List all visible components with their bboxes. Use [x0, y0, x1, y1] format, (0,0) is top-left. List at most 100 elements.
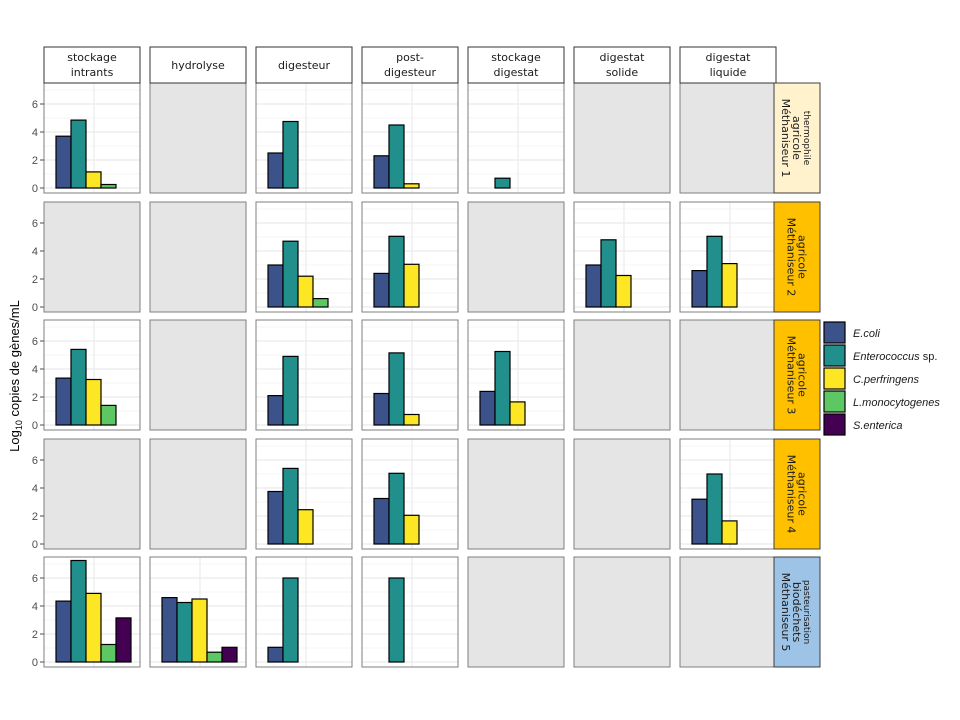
y-tick-label: 4	[32, 601, 38, 613]
row-strip-label: Méthaniseur 4	[785, 455, 798, 534]
facet-panel	[255, 82, 353, 194]
panel-border	[43, 556, 141, 668]
bar-e-coli	[691, 270, 708, 308]
row-strip-box	[773, 201, 821, 313]
empty-panel	[149, 319, 247, 431]
bar-enterococcus-sp	[706, 473, 723, 545]
legend-swatch	[823, 321, 846, 344]
y-axis: 0 2 4 6	[32, 336, 44, 432]
empty-panel	[149, 82, 247, 194]
column-strip-label: digesteur	[384, 66, 437, 79]
legend-item: L.monocytogenes	[823, 390, 940, 413]
facet-panel	[679, 438, 777, 550]
row-strip-label: Méthaniseur 2	[785, 218, 798, 297]
bar-enterococcus-sp	[282, 355, 299, 426]
bar-e-coli	[373, 272, 390, 308]
bar-c-perfringens	[403, 514, 420, 545]
y-tick-label: 6	[32, 218, 38, 230]
panel-border	[467, 319, 565, 431]
panels-layer	[43, 82, 777, 668]
column-strip: post-digesteur	[361, 46, 459, 84]
empty-panel	[679, 82, 777, 194]
bar-enterococcus-sp	[494, 177, 511, 189]
panel-border	[255, 201, 353, 313]
facet-panel	[255, 201, 353, 313]
row-strip-label: agricole	[796, 235, 809, 279]
column-strip-box	[467, 46, 565, 84]
y-tick-label: 0	[32, 420, 38, 432]
facet-panel	[255, 319, 353, 431]
facet-panel	[149, 82, 247, 194]
column-strip-label: solide	[606, 66, 639, 79]
empty-panel	[573, 82, 671, 194]
empty-panel	[573, 556, 671, 668]
bar-e-coli	[267, 646, 284, 663]
bar-e-coli	[691, 498, 708, 545]
column-strip-label: liquide	[710, 66, 747, 79]
row-strip-box	[773, 319, 821, 431]
facet-panel	[679, 82, 777, 194]
bar-l-monocytogenes	[312, 298, 329, 308]
panel-border	[361, 438, 459, 550]
bar-c-perfringens	[191, 598, 208, 663]
facet-panel	[361, 319, 459, 431]
empty-panel	[679, 319, 777, 431]
row-strip-label: thermophile	[801, 111, 811, 166]
column-strip-box	[573, 46, 671, 84]
empty-panel	[573, 319, 671, 431]
y-tick-label: 6	[32, 336, 38, 348]
column-strip: stockage digestat	[467, 46, 565, 84]
empty-panel	[149, 201, 247, 313]
panel-background	[468, 83, 564, 193]
bar-enterococcus-sp	[388, 352, 405, 426]
bar-e-coli	[267, 395, 284, 426]
panel-border	[573, 201, 671, 313]
y-axes: 0 2 4 6 0 2 4 6 0 2 4 6 0 2 4 6 0 2 4 6	[32, 99, 44, 669]
row-strip-label: pasteurisation	[801, 580, 811, 644]
bar-enterococcus-sp	[600, 239, 617, 308]
y-axis: 0 2 4 6	[32, 573, 44, 669]
bar-e-coli	[267, 264, 284, 308]
row-strip-box	[773, 556, 821, 668]
facet-panel	[43, 438, 141, 550]
facet-panel	[467, 319, 565, 431]
bar-l-monocytogenes	[100, 183, 117, 189]
panel-border	[43, 319, 141, 431]
facet-panel	[43, 556, 141, 668]
facet-panel	[573, 438, 671, 550]
y-axis-label-prefix: Log	[7, 430, 22, 452]
bar-c-perfringens	[509, 401, 526, 426]
column-strip: stockage intrants	[43, 46, 141, 84]
y-axis-title: Log10 copies de gènes/mL	[7, 300, 24, 452]
bar-enterococcus-sp	[388, 577, 405, 663]
facet-panel	[679, 319, 777, 431]
panel-border	[255, 319, 353, 431]
column-strip-label: stockage	[491, 51, 541, 64]
empty-panel	[573, 438, 671, 550]
facet-panel	[679, 201, 777, 313]
bar-e-coli	[267, 490, 284, 545]
bar-c-perfringens	[297, 275, 314, 308]
column-strip-box	[361, 46, 459, 84]
column-strip-box	[255, 46, 353, 84]
bar-e-coli	[373, 392, 390, 426]
bar-enterococcus-sp	[388, 235, 405, 308]
facet-panel	[255, 438, 353, 550]
bar-enterococcus-sp	[388, 124, 405, 189]
row-strip-label: agricole	[796, 472, 809, 516]
facet-panel	[43, 201, 141, 313]
panel-border	[255, 556, 353, 668]
legend-item: Enterococcus sp.	[823, 344, 937, 367]
bar-enterococcus-sp	[282, 577, 299, 663]
row-strip-label: biodéchets	[790, 582, 803, 643]
bar-l-monocytogenes	[206, 651, 223, 663]
y-tick-label: 2	[32, 392, 38, 404]
y-tick-label: 4	[32, 246, 38, 258]
bar-e-coli	[55, 135, 72, 189]
y-tick-label: 2	[32, 155, 38, 167]
